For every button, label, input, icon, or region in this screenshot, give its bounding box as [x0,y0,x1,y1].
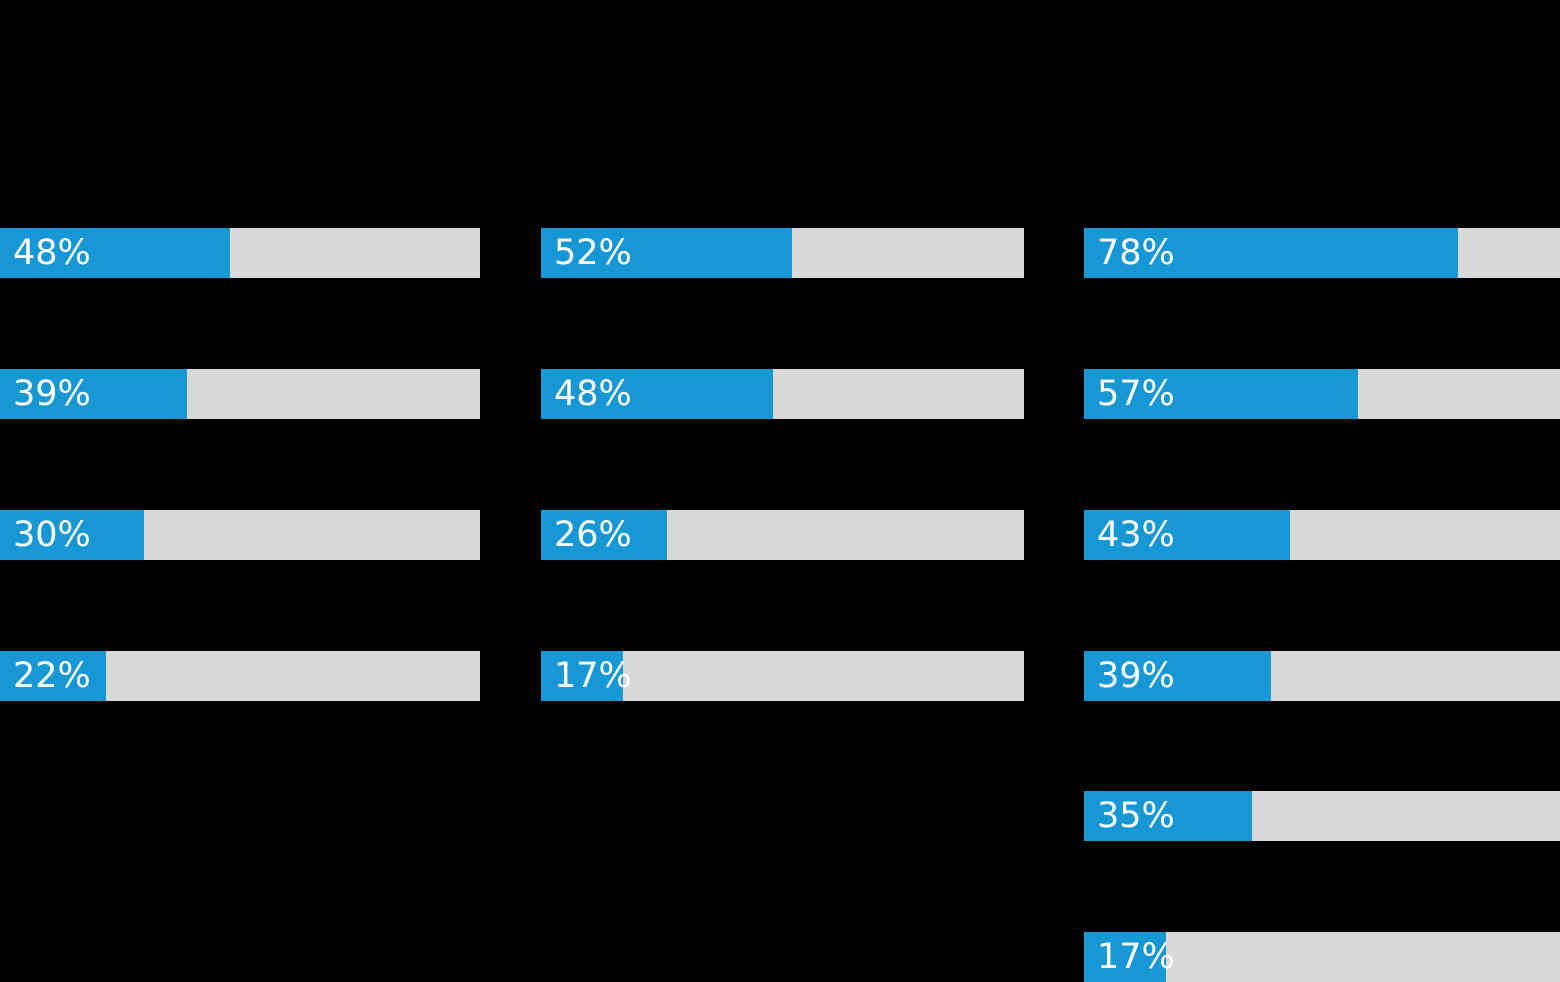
bar-value-label: 35% [1097,795,1175,836]
bar-fill: 39% [0,369,188,419]
bar-row: 39% [0,369,480,419]
bar-row: 78% [1084,228,1560,278]
bar-value-label: 17% [554,655,632,696]
bar-row: 48% [541,369,1024,419]
bar-row: 52% [541,228,1024,278]
bar-fill: 26% [541,510,667,560]
bar-value-label: 39% [1097,655,1175,696]
bar-row: 35% [1084,791,1560,841]
bar-row: 17% [1084,932,1560,982]
bar-value-label: 17% [1097,936,1175,977]
bar-fill: 30% [0,510,144,560]
bar-fill: 17% [1084,932,1175,982]
bar-group-3: 78% 57% 43% 39% 35% 17% [1084,0,1560,982]
bar-value-label: 52% [554,232,632,273]
bar-fill: 43% [1084,510,1291,560]
bar-row: 26% [541,510,1024,560]
bar-value-label: 30% [13,514,91,555]
bar-row: 17% [541,651,1024,701]
bar-group-2: 52% 48% 26% 17% [541,0,1024,982]
bar-row: 30% [0,510,480,560]
bar-value-label: 43% [1097,514,1175,555]
bar-value-label: 48% [13,232,91,273]
bar-value-label: 48% [554,373,632,414]
bar-value-label: 22% [13,655,91,696]
bar-row: 39% [1084,651,1560,701]
bar-fill: 17% [541,651,632,701]
bar-value-label: 78% [1097,232,1175,273]
bar-fill: 57% [1084,369,1358,419]
bar-value-label: 57% [1097,373,1175,414]
bar-row: 43% [1084,510,1560,560]
bar-value-label: 26% [554,514,632,555]
bar-row: 48% [0,228,480,278]
bar-fill: 48% [0,228,231,278]
bar-fill: 48% [541,369,773,419]
bar-group-1: 48% 39% 30% 22% [0,0,480,982]
bar-value-label: 39% [13,373,91,414]
bar-fill: 52% [541,228,793,278]
bar-row: 57% [1084,369,1560,419]
bar-fill: 78% [1084,228,1459,278]
bar-fill: 22% [0,651,106,701]
bar-row: 22% [0,651,480,701]
bar-fill: 39% [1084,651,1272,701]
bar-fill: 35% [1084,791,1252,841]
